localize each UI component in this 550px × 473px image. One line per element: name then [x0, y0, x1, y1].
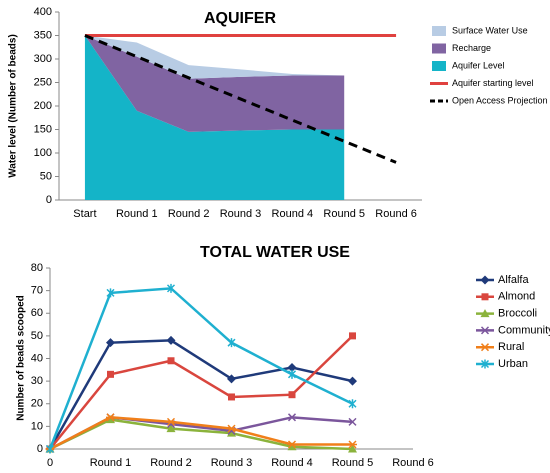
marker — [287, 440, 297, 449]
legend-label: Recharge — [452, 43, 491, 53]
legend-swatch — [432, 26, 446, 36]
legend-label: Aquifer starting level — [452, 78, 534, 88]
y-tick-label: 80 — [31, 262, 43, 274]
marker — [106, 338, 115, 348]
legend-label: Open Access Projection — [452, 95, 548, 105]
x-tick-label: Round 1 — [116, 208, 158, 220]
x-tick-label: Round 2 — [150, 457, 192, 469]
legend-label: Broccoli — [498, 308, 537, 320]
x-tick-label: Round 2 — [168, 208, 210, 220]
line — [49, 416, 353, 451]
marker — [480, 309, 490, 318]
y-tick-label: 70 — [31, 285, 43, 297]
marker — [348, 444, 357, 453]
y-tick-label: 10 — [31, 420, 43, 432]
legend-label: Rural — [498, 341, 524, 353]
marker — [348, 376, 357, 386]
marker — [349, 332, 356, 340]
chart-title: TOTAL WATER USE — [200, 244, 350, 261]
marker — [480, 275, 490, 285]
marker — [227, 374, 236, 384]
line — [49, 418, 353, 451]
marker — [480, 359, 490, 369]
y-tick-label: 0 — [37, 443, 43, 455]
legend-label: Surface Water Use — [452, 25, 528, 35]
legend-label: Urban — [498, 358, 528, 370]
marker — [106, 288, 115, 298]
y-axis-label: Water level (Number of beads) — [8, 34, 19, 178]
marker — [106, 415, 115, 424]
y-tick-label: 150 — [34, 123, 52, 135]
marker — [287, 413, 297, 422]
line — [84, 34, 397, 164]
legend-swatch — [432, 61, 446, 71]
marker — [348, 440, 357, 449]
x-tick-label: Round 6 — [392, 457, 434, 469]
marker — [481, 293, 489, 301]
line — [48, 339, 353, 450]
marker — [480, 326, 490, 335]
x-tick-label: Round 3 — [211, 457, 253, 469]
marker — [228, 393, 235, 401]
area — [84, 35, 345, 79]
marker — [107, 370, 114, 378]
y-tick-label: 400 — [34, 6, 52, 18]
y-tick-label: 100 — [34, 147, 52, 159]
marker — [348, 399, 357, 409]
x-tick-label: Round 4 — [271, 457, 313, 469]
chart-title: AQUIFER — [204, 10, 276, 27]
marker — [480, 343, 490, 352]
x-tick-label: Round 5 — [323, 208, 365, 220]
marker — [167, 357, 175, 365]
legend-label: Aquifer Level — [452, 60, 505, 70]
marker — [227, 428, 236, 437]
legend-label: Community — [498, 324, 550, 336]
y-tick-label: 60 — [31, 307, 43, 319]
y-tick-label: 300 — [34, 53, 52, 65]
x-tick-label: Start — [73, 208, 96, 220]
marker — [287, 363, 297, 373]
y-tick-label: 50 — [31, 330, 43, 342]
y-tick-label: 350 — [34, 29, 52, 41]
marker — [287, 442, 297, 451]
marker — [106, 413, 115, 422]
legend-label: Almond — [498, 291, 535, 303]
x-tick-label: Round 1 — [90, 457, 132, 469]
area — [84, 35, 345, 200]
y-tick-label: 30 — [31, 375, 43, 387]
marker — [227, 424, 236, 433]
x-tick-label: 0 — [47, 457, 53, 469]
marker — [348, 417, 357, 426]
marker — [166, 283, 176, 293]
x-tick-label: Round 3 — [220, 208, 262, 220]
marker — [166, 417, 176, 426]
marker — [166, 335, 176, 345]
legend-swatch — [432, 43, 446, 54]
x-tick-label: Round 4 — [272, 208, 314, 220]
y-axis-label: Number of beads scooped — [16, 295, 27, 421]
marker — [227, 338, 236, 348]
marker — [288, 391, 296, 399]
line — [48, 287, 354, 450]
line — [49, 334, 354, 450]
marker — [45, 444, 55, 454]
x-tick-label: Round 5 — [332, 457, 374, 469]
y-tick-label: 250 — [34, 76, 52, 88]
y-tick-label: 20 — [31, 398, 43, 410]
y-tick-label: 50 — [40, 170, 52, 182]
y-tick-label: 200 — [34, 100, 52, 112]
y-tick-label: 0 — [46, 194, 52, 206]
area — [84, 35, 345, 132]
y-tick-label: 40 — [31, 352, 43, 364]
marker — [287, 369, 297, 379]
legend-label: Alfalfa — [498, 274, 529, 286]
marker — [166, 424, 176, 433]
x-tick-label: Round 6 — [375, 208, 417, 220]
